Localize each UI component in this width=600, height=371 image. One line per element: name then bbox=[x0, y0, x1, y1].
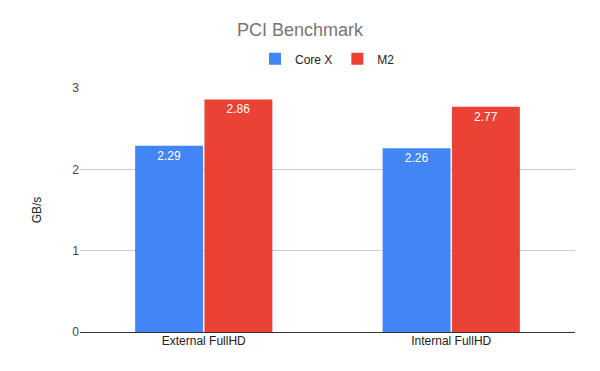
svg-text:3: 3 bbox=[72, 81, 79, 95]
svg-text:2.77: 2.77 bbox=[474, 110, 498, 124]
svg-text:PCI Benchmark: PCI Benchmark bbox=[237, 20, 364, 40]
svg-text:Core X: Core X bbox=[295, 53, 332, 67]
svg-text:GB/s: GB/s bbox=[30, 197, 44, 224]
svg-text:Internal FullHD: Internal FullHD bbox=[411, 334, 491, 348]
svg-text:M2: M2 bbox=[377, 53, 394, 67]
svg-text:2.26: 2.26 bbox=[405, 151, 429, 165]
svg-text:External FullHD: External FullHD bbox=[162, 334, 246, 348]
svg-text:0: 0 bbox=[72, 325, 79, 339]
svg-text:1: 1 bbox=[72, 244, 79, 258]
svg-text:2: 2 bbox=[72, 163, 79, 177]
svg-text:2.86: 2.86 bbox=[227, 102, 251, 116]
svg-text:2.29: 2.29 bbox=[157, 149, 181, 163]
